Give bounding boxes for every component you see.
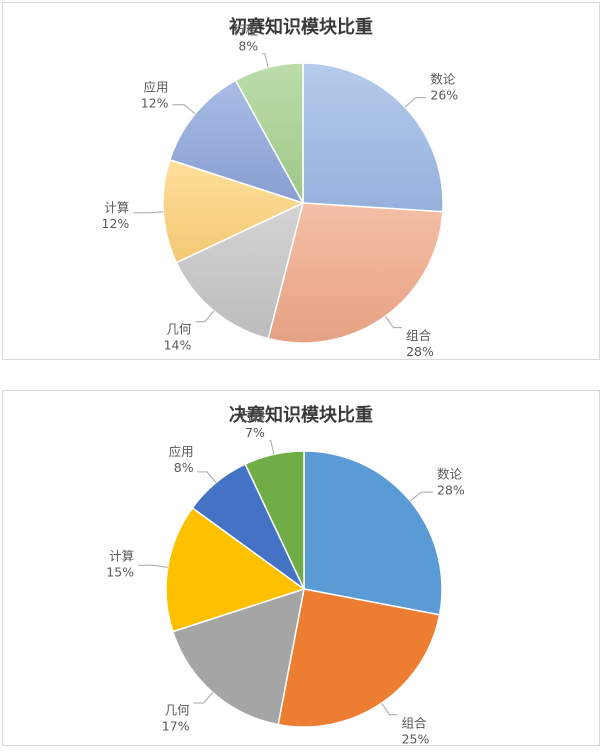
leader-line-geometry — [193, 692, 214, 704]
leader-line-combinatorics — [384, 316, 403, 329]
slice-percent-label: 28% — [406, 344, 434, 359]
chart-title: 初赛知识模块比重 — [229, 16, 373, 38]
slice-percent-label: 7% — [245, 425, 265, 440]
leader-line-calculation — [138, 564, 168, 568]
leader-line-geometry — [195, 310, 215, 323]
pie-slice-number-theory — [302, 62, 444, 213]
pie-slice-combinatorics — [277, 588, 441, 728]
slice-category-label: 应用 — [169, 444, 194, 459]
slice-percent-label: 15% — [106, 564, 134, 579]
slice-category-label: 几何 — [166, 322, 192, 337]
slice-category-label: 计算 — [104, 200, 129, 215]
slice-category-label: 几何 — [165, 703, 191, 718]
slice-category-label: 数论 — [437, 467, 463, 482]
slice-percent-label: 17% — [162, 719, 190, 734]
pie-slice-application — [168, 79, 305, 205]
slice-category-label: 行程 — [233, 22, 259, 37]
slice-percent-label: 28% — [437, 483, 465, 498]
slice-category-label: 组合 — [402, 716, 428, 731]
leader-line-calculation — [133, 211, 164, 214]
slice-category-label: 应用 — [143, 79, 168, 94]
leader-line-application — [172, 104, 196, 115]
slice-category-label: 数论 — [430, 71, 456, 86]
chart-title: 决赛知识模块比重 — [229, 404, 373, 426]
slice-percent-label: 25% — [402, 732, 430, 745]
pie-chart-panel-final: 决赛知识模块比重 数论 28% 组合 25% 几何 17% 计算 15% 应用 8% 行程 7% — [2, 390, 600, 746]
pie-slice-number-theory — [303, 450, 443, 616]
pie-slice-geometry — [175, 201, 305, 340]
slice-percent-label: 8% — [238, 38, 258, 53]
slice-percent-label: 8% — [174, 460, 194, 475]
leader-line-number-theory — [404, 97, 427, 108]
pie-slice-geometry — [171, 587, 305, 726]
leader-line-travel — [262, 53, 269, 68]
slice-percent-label: 12% — [102, 216, 130, 231]
slice-percent-label: 26% — [430, 87, 458, 102]
pie-chart-panel-preliminary: 初赛知识模块比重 数论 26% 组合 28% 几何 14% 计算 12% 应用 12% 行程 8% — [2, 2, 600, 360]
pie-slice-combinatorics — [267, 202, 444, 344]
pie-slice-calculation — [162, 158, 306, 264]
pie-slice-travel — [244, 450, 305, 590]
pie-slice-calculation — [165, 506, 306, 633]
slice-category-label: 计算 — [109, 548, 134, 563]
leader-line-number-theory — [409, 491, 433, 502]
slice-percent-label: 14% — [164, 338, 192, 353]
slice-category-label: 行程 — [240, 409, 266, 424]
slice-category-label: 组合 — [406, 328, 432, 343]
slice-percent-label: 12% — [141, 95, 169, 110]
leader-line-combinatorics — [381, 702, 398, 716]
leader-line-travel — [268, 440, 275, 455]
leader-line-application — [197, 471, 217, 484]
